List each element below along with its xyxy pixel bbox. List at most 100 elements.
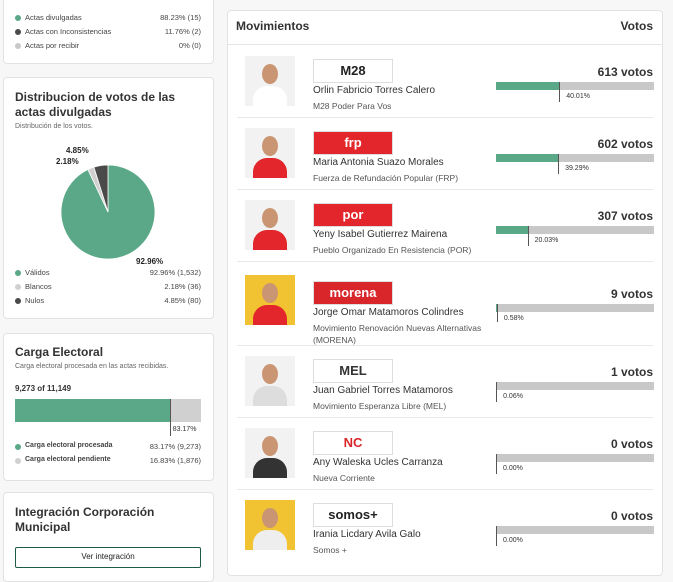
- progress-marker: [496, 526, 497, 546]
- panel-title: Movimientos: [236, 19, 309, 33]
- legend-dot: [15, 458, 21, 464]
- legend-dot: [15, 444, 21, 450]
- progress-label: 0.58%: [504, 315, 524, 322]
- candidate-name: Maria Antonia Suazo Morales: [313, 157, 444, 168]
- party-logo: somos+: [313, 503, 393, 527]
- photo-head: [262, 508, 278, 528]
- separator: [237, 189, 653, 190]
- progress-track: [15, 399, 201, 422]
- progress-track: [496, 304, 654, 312]
- photo-body: [253, 158, 287, 178]
- progress-fill: [496, 82, 559, 90]
- candidate-votes: 0 votos: [611, 437, 653, 451]
- progress-marker: [496, 454, 497, 474]
- progress-marker: [559, 82, 560, 102]
- progress-segment: [170, 399, 201, 422]
- candidate-name: Orlin Fabricio Torres Calero: [313, 85, 435, 96]
- card-title: Integración Corporación Municipal: [15, 505, 195, 535]
- candidate-party: Fuerza de Refundación Popular (FRP): [313, 172, 483, 184]
- progress-label: 39.29%: [565, 165, 589, 172]
- photo-head: [262, 283, 278, 303]
- candidate-party: Movimiento Esperanza Libre (MEL): [313, 400, 483, 412]
- button[interactable]: Ver integración: [15, 547, 201, 568]
- separator: [237, 489, 653, 490]
- photo-body: [253, 230, 287, 250]
- progress-label: 0.06%: [503, 393, 523, 400]
- legend-value: 83.17% (9,273): [150, 442, 201, 451]
- progress-label: 0.00%: [503, 465, 523, 472]
- candidate-party: Somos +: [313, 544, 483, 556]
- photo-body: [253, 386, 287, 406]
- separator: [237, 417, 653, 418]
- progress-marker: [170, 399, 171, 436]
- progress-track: [496, 382, 654, 390]
- legend-label: Blancos: [25, 282, 52, 291]
- progress-track: [496, 154, 654, 162]
- progress-fill: [496, 226, 528, 234]
- progress-label: 0.00%: [503, 537, 523, 544]
- legend-label: Válidos: [25, 268, 50, 277]
- candidate-party: Movimiento Renovación Nuevas Alternativa…: [313, 322, 483, 346]
- candidate-party: Nueva Corriente: [313, 472, 483, 484]
- legend-value: 4.85% (80): [164, 296, 201, 305]
- candidate-name: Jorge Omar Matamoros Colindres: [313, 307, 464, 318]
- party-logo: por: [313, 203, 393, 227]
- candidate-photo: [245, 275, 295, 325]
- candidate-photo: [245, 128, 295, 178]
- candidate-name: Irania Licdary Avila Galo: [313, 529, 421, 540]
- candidate-votes: 602 votos: [598, 137, 653, 151]
- legend-label: Carga electoral procesada: [25, 442, 113, 449]
- party-logo: morena: [313, 281, 393, 305]
- card-title: Distribucion de votos de las actas divul…: [15, 90, 205, 120]
- photo-head: [262, 436, 278, 456]
- photo-head: [262, 364, 278, 384]
- card-subtitle: Distribución de los votos.: [15, 123, 93, 130]
- legend-label: Nulos: [25, 296, 44, 305]
- status-value: 0% (0): [179, 41, 201, 50]
- candidate-name: Any Waleska Ucles Carranza: [313, 457, 443, 468]
- separator: [228, 44, 662, 45]
- party-logo: NC: [313, 431, 393, 455]
- legend-value: 92.96% (1,532): [150, 268, 201, 277]
- status-label: Actas con Inconsistencias: [25, 27, 111, 36]
- progress-track: [496, 526, 654, 534]
- progress-marker: [497, 304, 498, 322]
- legend-value: 2.18% (36): [164, 282, 201, 291]
- slice-label: 4.85%: [66, 146, 89, 155]
- candidate-votes: 613 votos: [598, 65, 653, 79]
- separator: [237, 117, 653, 118]
- progress-marker: [528, 226, 529, 246]
- legend-dot: [15, 43, 21, 49]
- card-subtitle: Carga electoral procesada en las actas r…: [15, 363, 168, 370]
- candidate-votes: 1 votos: [611, 365, 653, 379]
- legend-value: 16.83% (1,876): [150, 456, 201, 465]
- progress-marker: [496, 382, 497, 402]
- legend-dot: [15, 284, 21, 290]
- status-label: Actas divulgadas: [25, 13, 82, 22]
- slice-label: 2.18%: [56, 157, 79, 166]
- progress-segment: [15, 399, 170, 422]
- progress-label: 83.17%: [173, 426, 197, 433]
- party-logo: M28: [313, 59, 393, 83]
- candidate-photo: [245, 56, 295, 106]
- photo-body: [253, 458, 287, 478]
- legend-dot: [15, 298, 21, 304]
- candidate-votes: 307 votos: [598, 209, 653, 223]
- photo-head: [262, 64, 278, 84]
- candidate-votes: 9 votos: [611, 287, 653, 301]
- separator: [237, 261, 653, 262]
- card-title: Carga Electoral: [15, 345, 103, 360]
- candidate-photo: [245, 356, 295, 406]
- candidate-photo: [245, 500, 295, 550]
- separator: [237, 345, 653, 346]
- candidate-photo: [245, 200, 295, 250]
- party-logo: MEL: [313, 359, 393, 383]
- legend-dot: [15, 15, 21, 21]
- candidate-name: Juan Gabriel Torres Matamoros: [313, 385, 453, 396]
- legend-label: Carga electoral pendiente: [25, 456, 111, 463]
- photo-body: [253, 305, 287, 325]
- slice-label: 92.96%: [136, 257, 163, 266]
- candidate-photo: [245, 428, 295, 478]
- candidate-name: Yeny Isabel Gutierrez Mairena: [313, 229, 447, 240]
